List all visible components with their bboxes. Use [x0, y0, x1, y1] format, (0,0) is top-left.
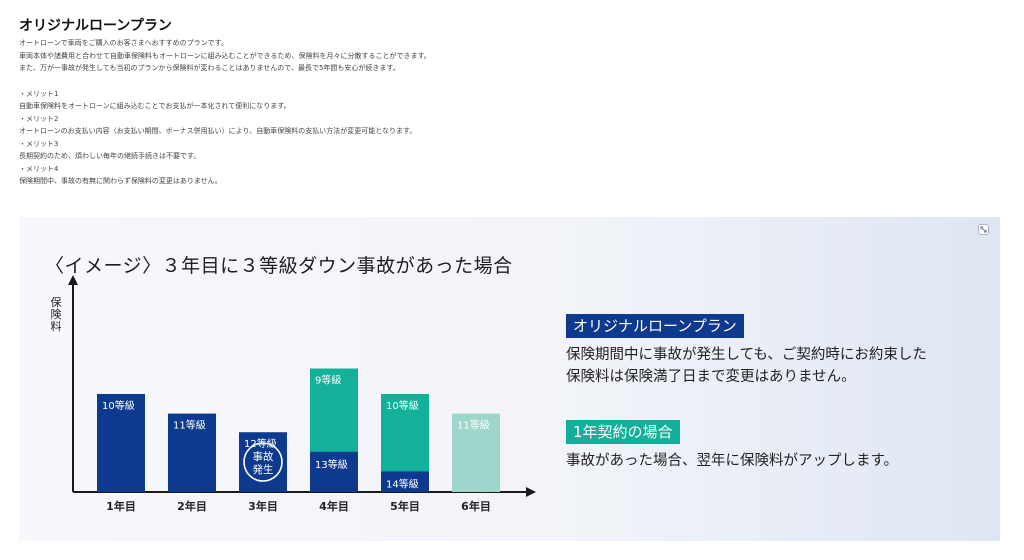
image-title: 〈イメージ〉３年目に３等級ダウン事故があった場合 — [45, 255, 513, 277]
merit-heading: ・メリット2 — [19, 114, 59, 123]
merit-text: オートローンのお支払い内容（お支払い期間、ボーナス併用払い）により、自動車保険料… — [19, 127, 417, 135]
intro-section: オリジナルローンプラン オートローンで車両をご購入のお客さまへおすすめのプランで… — [19, 18, 1009, 188]
accident-label: 発生 — [253, 463, 274, 476]
bar — [97, 394, 145, 492]
chart-bars — [97, 368, 500, 492]
x-tick-label: 2年目 — [177, 499, 207, 513]
merit-heading: ・メリット3 — [19, 139, 59, 148]
intro-line: また、万が一事故が発生しても当初のプランから保険料が変わることはありませんので、… — [19, 64, 400, 72]
accident-label: 事故 — [253, 450, 274, 463]
bar — [239, 432, 287, 492]
bar-inner-label: 13等級 — [315, 458, 348, 471]
y-axis-label: 保険料 — [50, 296, 62, 333]
bar-label: 10等級 — [102, 399, 135, 412]
bar-inner-segment — [381, 471, 429, 492]
bar-label: 9等級 — [315, 374, 341, 387]
plan-description: 保険期間中に事故が発生しても、ご契約時にお約束した 保険料は保険満了日まで変更は… — [566, 344, 996, 388]
chart-labels: 10等級1年目11等級2年目12等級3年目事故発生9等級13等級4年目10等級1… — [102, 374, 491, 513]
bar-label: 11等級 — [457, 419, 490, 432]
bar — [452, 413, 500, 492]
merit-text: 自動車保険料をオートローンに組み込むことでお支払が一本化されて便利になります。 — [19, 102, 291, 110]
annual-description: 事故があった場合、翌年に保険料がアップします。 — [566, 453, 899, 469]
plan-desc-line: 保険期間中に事故が発生しても、ご契約時にお約束した — [566, 347, 927, 363]
accident-marker — [243, 442, 283, 482]
annual-badge: 1年契約の場合 — [566, 420, 680, 444]
plan-badge: オリジナルローンプラン — [566, 314, 744, 338]
x-axis-arrow — [526, 487, 536, 497]
annual-legend: 1年契約の場合 事故があった場合、翌年に保険料がアップします。 — [566, 420, 996, 472]
expand-icon[interactable] — [978, 224, 989, 235]
bar — [168, 413, 216, 492]
x-tick-label: 1年目 — [106, 499, 136, 513]
intro-line: 車両本体や諸費用と合わせて自動車保険料もオートローンに組み込むことができるため、… — [19, 51, 431, 60]
intro-line: オートローンで車両をご購入のお客さまへおすすめのプランです。 — [19, 39, 228, 47]
y-axis-arrow — [68, 275, 78, 285]
x-tick-label: 4年目 — [319, 499, 349, 513]
plan-desc-line: 保険料は保険満了日まで変更はありません。 — [566, 369, 856, 385]
image-panel: 〈イメージ〉３年目に３等級ダウン事故があった場合 保険料 10等級 1年目 11等級… — [19, 217, 1000, 541]
bar-inner-label: 14等級 — [386, 477, 419, 490]
bar-label: 11等級 — [173, 419, 206, 432]
bar-inner-segment — [310, 451, 358, 492]
merit-heading: ・メリット1 — [19, 89, 59, 98]
bar-label: 10等級 — [386, 399, 419, 412]
plan-legend: オリジナルローンプラン 保険期間中に事故が発生しても、ご契約時にお約束した 保険… — [566, 314, 996, 388]
section-title: オリジナルローンプラン — [19, 18, 172, 34]
merit-text: 保険期間中、事故の有無に関わらず保険料の変更はありません。 — [19, 177, 222, 185]
merit-text: 長期契約のため、煩わしい毎年の継続手続きは不要です。 — [19, 152, 201, 160]
merit-heading: ・メリット4 — [19, 164, 59, 173]
x-tick-label: 5年目 — [390, 499, 420, 513]
premium-chart: 10等級1年目11等級2年目12等級3年目事故発生9等級13等級4年目10等級1… — [68, 275, 536, 513]
x-tick-label: 3年目 — [248, 499, 278, 513]
x-tick-label: 6年目 — [461, 499, 491, 513]
